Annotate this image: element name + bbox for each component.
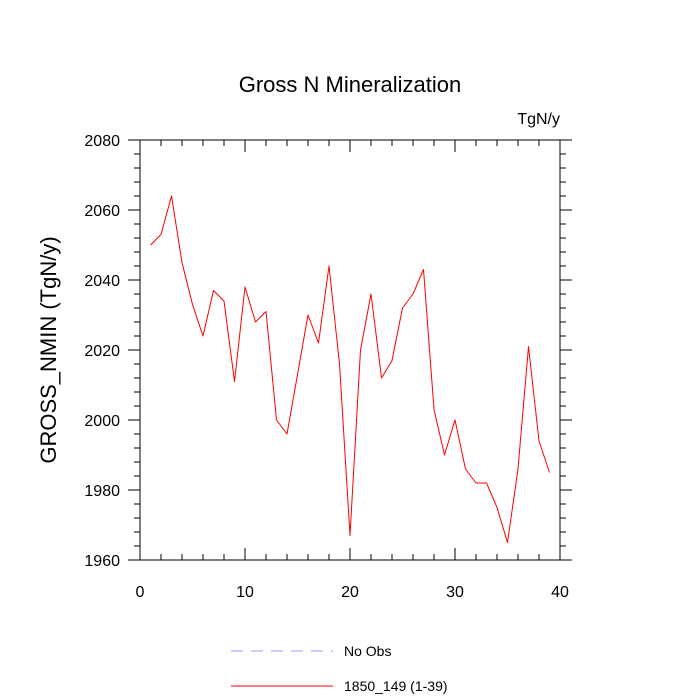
- legend-label: 1850_149 (1-39): [344, 678, 448, 694]
- chart-title: Gross N Mineralization: [239, 72, 462, 97]
- y-tick-label: 2040: [84, 273, 120, 290]
- series-line: [150, 195, 550, 543]
- plot-frame: [139, 139, 561, 561]
- units-label: TgN/y: [517, 111, 560, 128]
- y-tick-label: 2060: [84, 203, 120, 220]
- axis-tick-labels: 0 10 20 30 40 1960 1980 2000 2020 2040 2060 2080: [84, 133, 569, 601]
- legend: No Obs 1850_149 (1-39): [231, 643, 448, 694]
- y-tick-label: 1980: [84, 483, 120, 500]
- x-tick-label: 40: [551, 584, 569, 601]
- x-tick-label: 10: [236, 584, 254, 601]
- x-tick-label: 30: [446, 584, 464, 601]
- legend-label: No Obs: [344, 643, 391, 659]
- y-tick-label: 2020: [84, 343, 120, 360]
- y-axis-label: GROSS_NMIN (TgN/y): [36, 236, 61, 463]
- x-tick-label: 0: [136, 584, 145, 601]
- y-tick-label: 1960: [84, 553, 120, 570]
- y-tick-label: 2000: [84, 413, 120, 430]
- y-tick-label: 2080: [84, 133, 120, 150]
- series-layer: [150, 195, 550, 543]
- x-tick-label: 20: [341, 584, 359, 601]
- axis-ticks: [128, 139, 572, 561]
